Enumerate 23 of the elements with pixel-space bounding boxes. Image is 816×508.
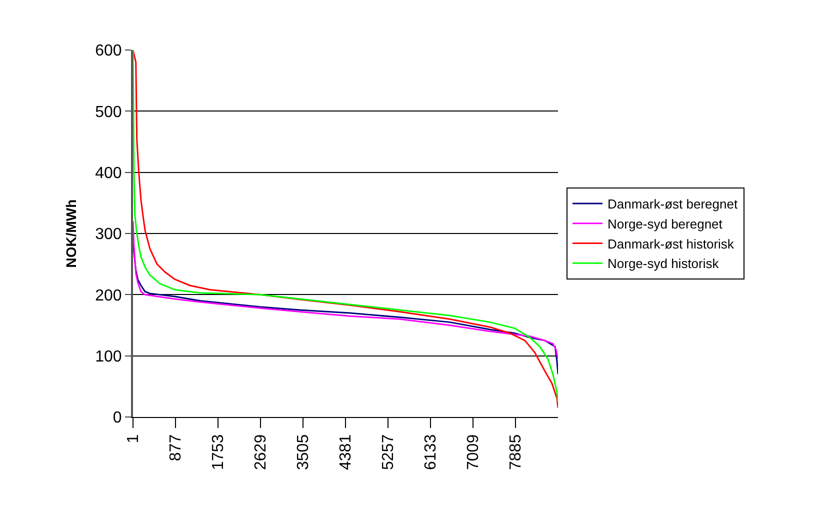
x-tick-label: 4381: [338, 434, 355, 470]
y-tick-label: 300: [95, 226, 122, 244]
x-tick-label: 7009: [465, 434, 482, 470]
legend-label: Norge-syd beregnet: [608, 216, 723, 232]
x-tick-label: 6133: [422, 434, 440, 470]
x-tick-label: 877: [168, 434, 185, 462]
y-tick-label: 400: [95, 164, 122, 182]
y-tick-label: 200: [95, 287, 122, 304]
x-tick-label: 1753: [210, 434, 228, 470]
y-tick-label: 0: [112, 410, 122, 427]
y-tick-label: 500: [95, 104, 122, 121]
legend-label: Norge-syd historisk: [608, 256, 720, 272]
x-tick-label: 2629: [252, 434, 270, 470]
x-tick-label: 5257: [380, 434, 398, 470]
legend-label: Danmark-øst beregnet: [608, 196, 738, 212]
x-tick-label: 7885: [508, 434, 525, 470]
x-tick-label: 3505: [295, 434, 312, 470]
y-axis-title: NOK/MWh: [63, 199, 80, 268]
y-tick-label: 100: [95, 348, 122, 366]
line-series: [133, 220, 558, 360]
y-tick-label: 600: [95, 42, 122, 60]
legend-label: Danmark-øst historisk: [608, 236, 734, 252]
x-tick-label: 1: [125, 434, 142, 444]
